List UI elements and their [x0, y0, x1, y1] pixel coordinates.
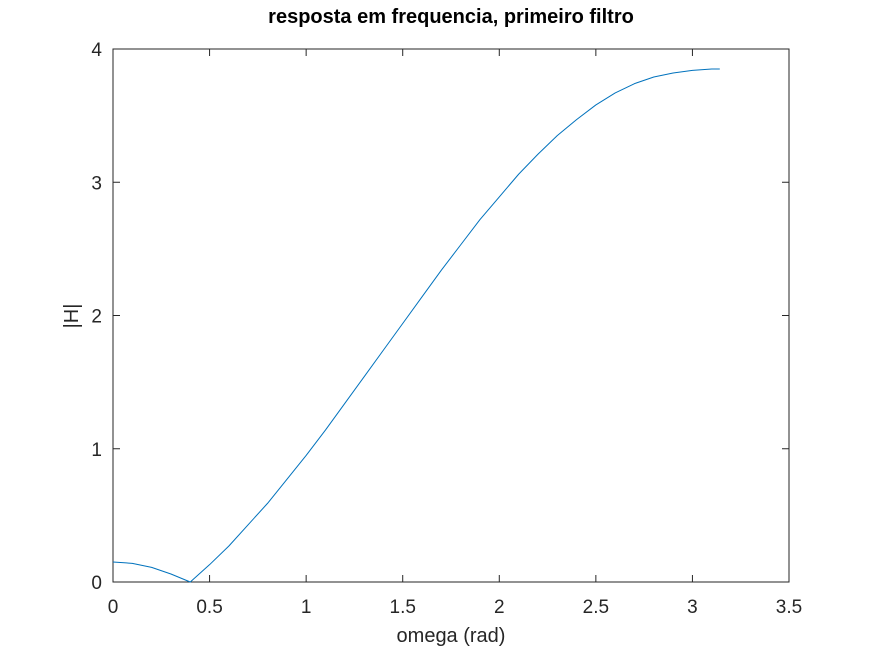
y-axis-label: |H|: [61, 304, 83, 329]
x-tick-label: 2: [494, 597, 505, 618]
y-tick-label: 2: [91, 307, 102, 328]
x-tick-label: 3.5: [776, 597, 802, 618]
chart-title: resposta em frequencia, primeiro filtro: [268, 6, 634, 28]
x-tick-label: 0: [108, 597, 119, 618]
y-tick-label: 1: [91, 440, 102, 461]
x-tick-label: 1: [301, 597, 312, 618]
x-tick-label: 1.5: [390, 597, 416, 618]
x-axis-label: omega (rad): [397, 625, 506, 647]
y-tick-label: 4: [91, 40, 102, 61]
series-group: [112, 68, 720, 583]
x-axis-ticks: 0 0.5 1 1.5 2 2.5 3 3.5: [108, 49, 802, 618]
y-axis-ticks: 0 1 2 3 4: [91, 40, 789, 594]
x-tick-label: 0.5: [196, 597, 222, 618]
axes-box: [112, 48, 790, 583]
series-line: [112, 68, 720, 583]
y-tick-label: 3: [91, 173, 102, 194]
plot-area: [112, 48, 790, 583]
y-tick-label: 0: [91, 573, 102, 594]
x-tick-label: 3: [687, 597, 698, 618]
x-tick-label: 2.5: [583, 597, 609, 618]
